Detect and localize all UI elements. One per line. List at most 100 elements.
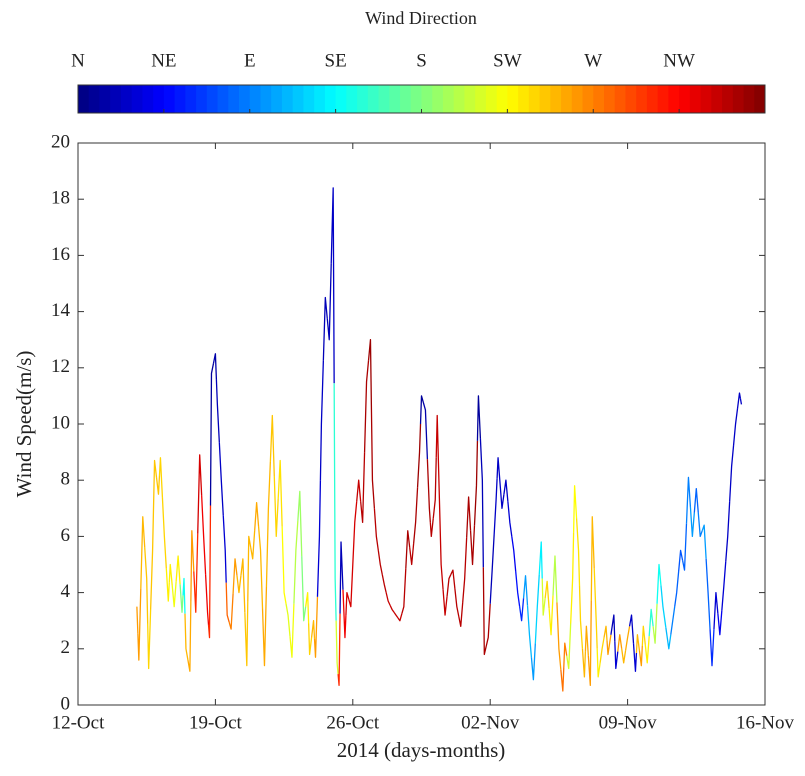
line-segment <box>469 525 476 566</box>
line-segment <box>563 642 568 668</box>
line-segment <box>197 454 203 534</box>
line-segment <box>307 623 313 656</box>
colorbar-swatch <box>646 85 659 113</box>
colorbar-swatch <box>260 85 272 113</box>
y-tick-label: 14 <box>51 300 71 321</box>
colorbar-swatch <box>142 85 154 113</box>
colorbar-swatch <box>153 85 165 113</box>
line-segment <box>713 591 719 630</box>
line-segment <box>674 571 680 607</box>
colorbar-swatch <box>367 85 380 113</box>
colorbar-swatch <box>679 85 691 113</box>
colorbar-swatch <box>303 85 315 113</box>
line-segment <box>247 535 252 602</box>
line-segment <box>155 475 161 495</box>
line-segment <box>670 606 676 635</box>
line-segment <box>293 520 299 604</box>
line-segment <box>140 516 146 589</box>
line-segment <box>330 187 335 384</box>
line-segment <box>454 588 460 617</box>
line-segment <box>705 558 711 630</box>
line-segment <box>697 512 703 538</box>
line-segment <box>175 555 181 585</box>
colorbar-swatch <box>389 85 401 113</box>
colorbar-swatch <box>99 85 111 113</box>
colorbar-swatch <box>539 85 551 113</box>
line-segment <box>345 591 350 616</box>
colorbar-swatch <box>196 85 208 113</box>
line-segment <box>438 490 444 590</box>
colorbar-swatch <box>335 85 347 113</box>
colorbar-swatch <box>88 85 100 113</box>
line-segment <box>222 515 227 583</box>
line-segment <box>450 569 456 589</box>
x-tick-label: 02-Nov <box>461 712 520 733</box>
line-segment <box>660 585 667 628</box>
colorbar-swatch <box>432 85 444 113</box>
line-segment <box>352 501 358 565</box>
line-segment <box>419 395 425 425</box>
colorbar-swatch <box>518 85 530 113</box>
line-segment <box>316 480 322 597</box>
line-segment <box>458 602 464 627</box>
line-segment <box>518 598 525 622</box>
line-segment <box>665 627 672 650</box>
line-segment <box>310 620 316 639</box>
line-segment <box>201 495 207 575</box>
colorbar-tick-label: N <box>71 50 85 71</box>
colorbar-swatch <box>314 85 326 113</box>
line-segment <box>590 516 595 602</box>
line-segment <box>677 549 684 572</box>
line-segment <box>244 601 249 667</box>
line-segment <box>144 547 149 624</box>
colorbar-swatch <box>378 85 390 113</box>
line-segment <box>614 641 619 670</box>
line-segment <box>218 442 224 516</box>
line-segment <box>373 508 379 551</box>
line-segment <box>465 496 472 538</box>
plot-frame <box>77 142 766 706</box>
colorbar-swatch <box>550 85 562 113</box>
colorbar-swatch <box>357 85 369 113</box>
line-segment <box>416 423 422 488</box>
line-segment <box>165 568 170 602</box>
line-segment <box>648 608 654 637</box>
line-segment <box>572 485 578 533</box>
colorbar-swatch <box>442 85 455 113</box>
x-tick-label: 19-Oct <box>189 712 242 733</box>
line-segment <box>289 603 295 658</box>
line-segment <box>179 584 184 613</box>
line-segment <box>560 667 565 692</box>
line-segment <box>526 605 533 658</box>
colorbar-swatch <box>410 85 422 113</box>
line-segment <box>638 645 643 667</box>
colorbar-swatch <box>346 85 358 113</box>
line-segment <box>689 506 695 538</box>
line-segment <box>401 568 407 614</box>
colorbar-swatch <box>700 85 712 113</box>
line-segment <box>556 602 562 670</box>
line-segment <box>485 603 491 647</box>
colorbar-swatch <box>206 85 219 113</box>
line-segment <box>482 567 487 656</box>
y-tick-label: 12 <box>51 356 70 377</box>
line-segment <box>624 626 631 651</box>
y-tick-label: 2 <box>61 637 71 658</box>
line-segment <box>182 577 186 614</box>
colorbar-swatch <box>475 85 487 113</box>
colorbar-swatch <box>603 85 616 113</box>
line-segment <box>462 537 468 603</box>
colorbar-swatch <box>614 85 626 113</box>
line-segment <box>426 459 431 523</box>
line-segment <box>228 593 234 630</box>
line-segment <box>168 563 173 586</box>
line-segment <box>736 392 742 409</box>
y-tick-label: 20 <box>51 131 70 152</box>
line-segment <box>397 613 403 622</box>
line-segment <box>236 575 242 594</box>
line-segment <box>147 609 152 670</box>
line-segment <box>473 440 479 526</box>
line-segment <box>405 530 411 569</box>
colorbar-tick-label: SE <box>325 50 347 71</box>
